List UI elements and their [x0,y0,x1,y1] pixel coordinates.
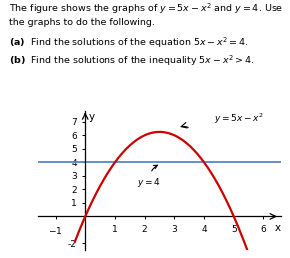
Text: y: y [89,112,95,122]
Text: $y = 4$: $y = 4$ [137,165,161,189]
Text: $\mathbf{(a)}$  Find the solutions of the equation $5x - x^2 = 4$.: $\mathbf{(a)}$ Find the solutions of the… [9,36,249,50]
Text: $\mathbf{(b)}$  Find the solutions of the inequality $5x - x^2 > 4$.: $\mathbf{(b)}$ Find the solutions of the… [9,53,254,68]
Text: the graphs to do the following.: the graphs to do the following. [9,18,155,27]
Text: $y = 5x - x^2$: $y = 5x - x^2$ [215,111,264,126]
Text: x: x [275,223,281,232]
Text: The figure shows the graphs of $y = 5x - x^2$ and $y = 4$. Use: The figure shows the graphs of $y = 5x -… [9,1,283,16]
